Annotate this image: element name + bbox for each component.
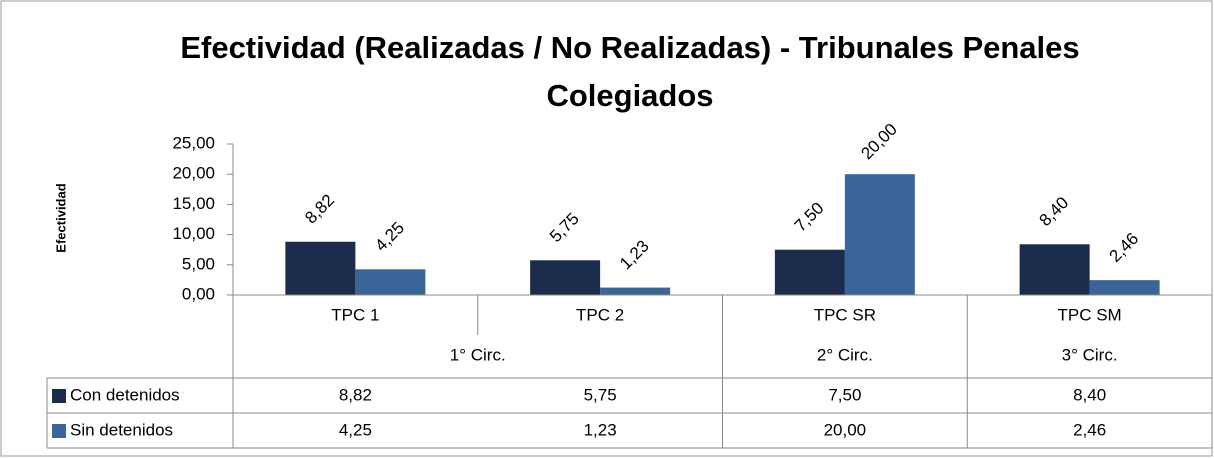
chart-title: Efectividad (Realizadas / No Realizadas)… [180, 30, 1079, 113]
bar [844, 174, 915, 295]
legend-label: Con detenidos [70, 385, 180, 404]
bar [1089, 280, 1160, 295]
y-tick-label: 5,00 [182, 254, 215, 273]
x-tick-label: TPC SR [814, 305, 876, 324]
table-cell: 20,00 [824, 420, 867, 439]
x-tick-label: TPC 1 [331, 305, 379, 324]
group-label: 2° Circ. [817, 345, 873, 364]
table-cell: 2,46 [1073, 420, 1106, 439]
table-cell: 8,40 [1073, 385, 1106, 404]
y-tick-label: 0,00 [182, 284, 215, 303]
bar [600, 287, 671, 295]
bar [355, 269, 426, 295]
bar [285, 241, 356, 295]
group-label: 1° Circ. [450, 345, 506, 364]
y-axis-label: Efectividad [53, 183, 68, 252]
y-tick-label: 25,00 [172, 133, 215, 152]
table-cell: 8,82 [339, 385, 372, 404]
legend-label: Sin detenidos [70, 420, 173, 439]
legend-key [52, 424, 66, 438]
y-tick-label: 10,00 [172, 224, 215, 243]
legend-key [52, 389, 66, 403]
table-cell: 7,50 [828, 385, 861, 404]
x-tick-label: TPC 2 [576, 305, 624, 324]
table-cell: 1,23 [584, 420, 617, 439]
table-cell: 4,25 [339, 420, 372, 439]
x-tick-label: TPC SM [1058, 305, 1122, 324]
bar [530, 260, 601, 295]
bar [1019, 244, 1090, 295]
y-tick-label: 15,00 [172, 194, 215, 213]
table-cell: 5,75 [584, 385, 617, 404]
bar [774, 249, 845, 295]
y-tick-label: 20,00 [172, 164, 215, 183]
group-label: 3° Circ. [1062, 345, 1118, 364]
